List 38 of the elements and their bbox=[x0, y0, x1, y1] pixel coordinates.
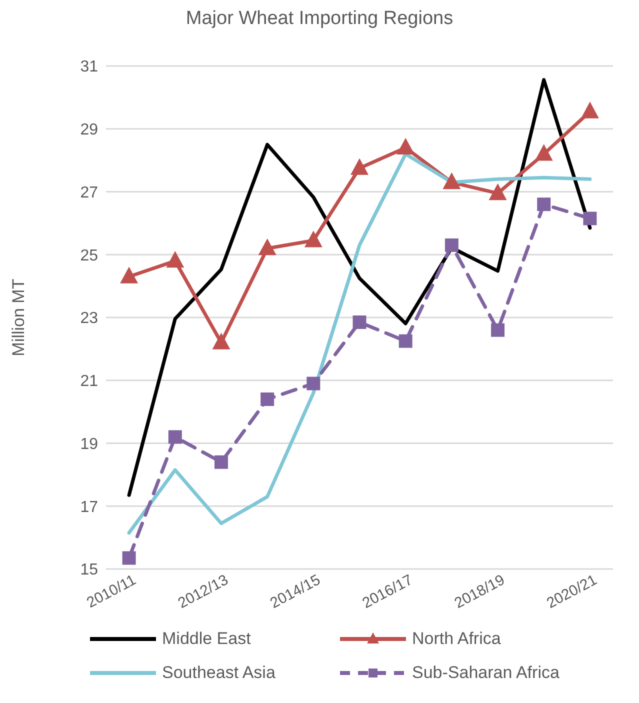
point bbox=[214, 455, 228, 469]
point bbox=[260, 392, 274, 406]
point bbox=[580, 102, 599, 118]
point bbox=[442, 172, 461, 190]
point bbox=[122, 551, 136, 565]
point bbox=[444, 238, 458, 252]
y-tick-label: 29 bbox=[80, 122, 98, 139]
y-tick-label: 21 bbox=[80, 373, 98, 390]
point bbox=[306, 376, 320, 390]
y-tick-label: 31 bbox=[80, 58, 98, 76]
point bbox=[168, 430, 182, 444]
legend-label: Southeast Asia bbox=[162, 663, 276, 683]
y-tick-label: 19 bbox=[80, 436, 98, 453]
point bbox=[488, 183, 507, 200]
point bbox=[352, 315, 366, 329]
y-tick-label: 25 bbox=[80, 247, 98, 264]
point bbox=[166, 251, 184, 268]
legend-label: Sub-Saharan Africa bbox=[412, 663, 560, 683]
point bbox=[398, 334, 412, 348]
legend-label: North Africa bbox=[412, 629, 501, 649]
point bbox=[258, 238, 276, 256]
point bbox=[537, 198, 551, 212]
point bbox=[583, 212, 597, 226]
point bbox=[350, 158, 368, 175]
y-tick-label: 23 bbox=[80, 310, 98, 328]
legend-label: Middle East bbox=[162, 629, 251, 649]
y-tick-label: 27 bbox=[80, 184, 98, 202]
line-series bbox=[127, 78, 592, 497]
point bbox=[304, 230, 322, 248]
y-tick-label: 15 bbox=[80, 562, 98, 579]
point bbox=[491, 323, 505, 337]
point bbox=[396, 138, 415, 154]
y-tick-label: 17 bbox=[80, 498, 98, 516]
y-axis-title: Million MT bbox=[9, 278, 28, 356]
chart-title: Major Wheat Importing Regions bbox=[184, 8, 454, 31]
point bbox=[212, 332, 230, 350]
point bbox=[120, 266, 138, 284]
point bbox=[534, 144, 553, 161]
